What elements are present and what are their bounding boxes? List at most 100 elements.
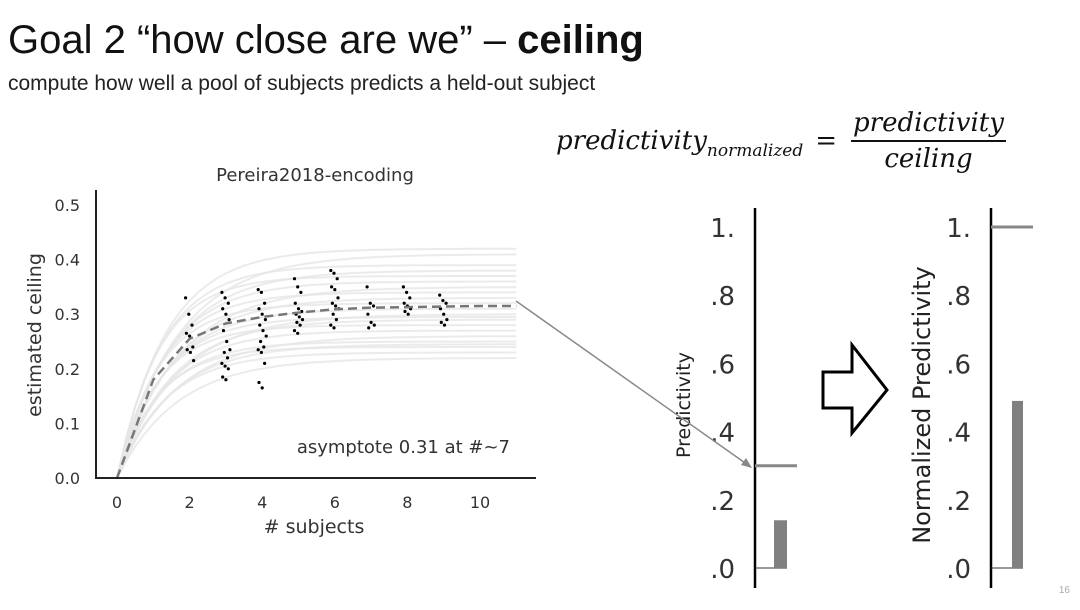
data-point [299, 290, 303, 294]
data-point [331, 312, 335, 316]
data-point [371, 304, 376, 308]
data-point [438, 293, 442, 297]
y-axis-label: estimated ceiling [24, 253, 46, 417]
y-tick-label: .8 [946, 282, 971, 312]
data-point [221, 375, 225, 379]
x-tick-label: 6 [330, 493, 340, 512]
data-point [444, 301, 448, 305]
chart-title: Pereira2018-encoding [216, 165, 414, 186]
data-point [332, 326, 336, 330]
data-point [220, 290, 224, 294]
y-tick-label: .0 [710, 555, 735, 585]
y-tick-label: .8 [710, 282, 735, 312]
x-tick-label: 4 [257, 493, 267, 512]
bootstrap-curve [116, 351, 517, 479]
data-point [264, 334, 268, 338]
x-tick-label: 8 [402, 493, 412, 512]
data-point [367, 326, 371, 330]
y-tick-label: .2 [710, 487, 735, 517]
x-tick-label: 0 [112, 493, 122, 512]
slide-title: Goal 2 “how close are we” – ceiling [8, 18, 644, 63]
data-point [441, 298, 445, 303]
bootstrap-curve [116, 324, 517, 479]
data-point [188, 350, 192, 355]
data-point [256, 348, 260, 352]
data-point [329, 323, 333, 327]
data-point [223, 364, 227, 368]
bootstrap-curve [116, 269, 517, 479]
data-point [257, 307, 261, 311]
data-point [405, 290, 409, 294]
normalized-predictivity-chart: 1. .8 .6 .4 .2 .0 Normalized Predictivity [908, 208, 1033, 588]
data-point [330, 301, 334, 305]
bootstrap-curve [116, 253, 517, 479]
data-point [185, 348, 189, 352]
data-point [190, 323, 194, 327]
bar [774, 520, 787, 568]
data-point [368, 301, 372, 305]
data-point [442, 312, 446, 316]
data-point [439, 320, 443, 324]
bootstrap-curve [116, 247, 517, 479]
bar [1012, 400, 1023, 568]
data-point [259, 339, 263, 344]
data-point [296, 331, 300, 335]
normalization-formula: predictivity normalized = predictivity ce… [556, 108, 1006, 174]
data-point [438, 307, 443, 311]
bootstrap-curve [116, 340, 517, 479]
page-number: 16 [1058, 585, 1070, 596]
y-tick-label: 0.5 [55, 196, 80, 215]
data-point [329, 268, 333, 273]
data-point [296, 285, 300, 289]
data-point [260, 386, 264, 390]
y-tick-label: .2 [946, 487, 971, 517]
data-point [257, 380, 261, 385]
bootstrap-curve [116, 335, 517, 479]
bootstrap-curve [116, 313, 517, 479]
data-point [442, 323, 447, 327]
bootstrap-curve [116, 307, 517, 479]
data-point [297, 315, 301, 319]
formula-fraction: predictivity ceiling [851, 108, 1006, 174]
bootstrap-curve [116, 286, 517, 479]
y-tick-label: 0.1 [55, 414, 80, 433]
asymptote-annotation: asymptote 0.31 at #~7 [297, 437, 510, 458]
ceiling-chart: Pereira2018-encoding 0.0 0.1 0.2 0.3 0.4 0.5 0 2… [24, 165, 536, 538]
predictivity-chart: 1. .8 .6 .4 .2 .0 Predictivity [673, 208, 797, 588]
y-tick-label: .4 [710, 419, 735, 449]
formula-equals: = [815, 126, 838, 156]
data-point [222, 350, 226, 355]
bootstrap-curve [116, 275, 517, 479]
data-point [263, 318, 267, 322]
data-point [406, 312, 410, 316]
y-tick-label: 0.2 [55, 360, 80, 379]
data-point [332, 271, 336, 275]
data-point [334, 304, 338, 308]
data-point [366, 312, 370, 316]
data-point [259, 350, 263, 355]
formula-numerator: predictivity [851, 108, 1006, 142]
formula-lhs: predictivity [556, 126, 707, 156]
y-axis-label: Predictivity [673, 352, 695, 458]
bootstrap-curve [116, 346, 517, 479]
data-point [262, 345, 266, 349]
bootstrap-curve [116, 302, 517, 479]
data-point [408, 296, 412, 300]
data-point [296, 307, 301, 311]
formula-denominator: ceiling [884, 144, 973, 174]
data-point [260, 312, 264, 316]
data-point [333, 288, 337, 292]
data-point [188, 334, 192, 338]
y-tick-label: .6 [946, 350, 971, 380]
data-point [192, 359, 196, 363]
data-point [227, 318, 231, 322]
data-point [223, 296, 227, 300]
data-point [445, 318, 449, 322]
data-point [369, 320, 373, 324]
data-point [226, 367, 230, 371]
data-point [225, 356, 230, 360]
y-tick-label: 0.0 [55, 469, 80, 488]
y-tick-label: .4 [946, 419, 971, 449]
x-tick-label: 10 [470, 493, 490, 512]
data-point [336, 296, 340, 300]
